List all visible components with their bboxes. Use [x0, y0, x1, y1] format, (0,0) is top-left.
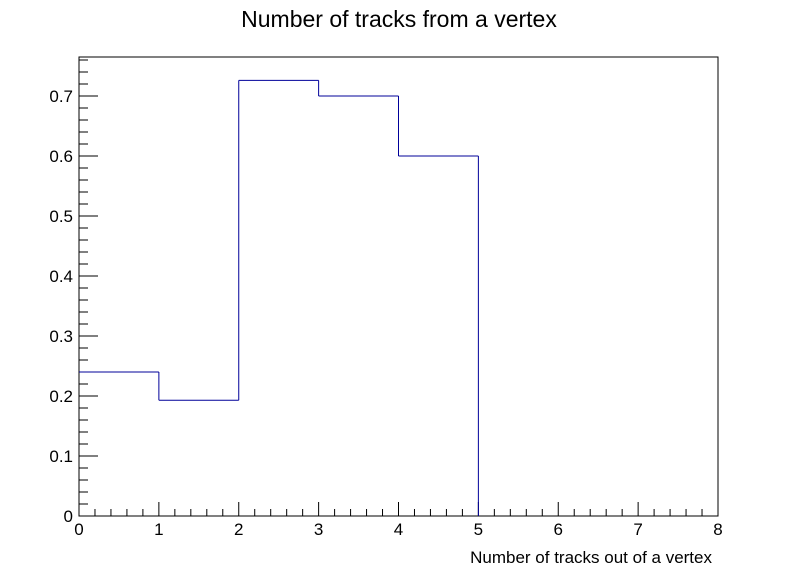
y-tick-label: 0.5: [49, 207, 73, 226]
x-axis-tick-labels: 0 1 2 3 4 5 6 7 8: [74, 520, 722, 539]
y-axis-tick-labels: 0 0.1 0.2 0.3 0.4 0.5 0.6 0.7: [49, 87, 73, 526]
y-tick-label: 0.7: [49, 87, 73, 106]
y-tick-label: 0: [64, 507, 73, 526]
y-tick-label: 0.1: [49, 447, 73, 466]
x-tick-label: 8: [713, 520, 722, 539]
x-axis-ticks: [78, 502, 719, 516]
x-tick-label: 7: [633, 520, 642, 539]
x-tick-label: 0: [74, 520, 83, 539]
x-tick-label: 2: [234, 520, 243, 539]
chart-title: Number of tracks from a vertex: [241, 6, 557, 32]
x-tick-label: 4: [394, 520, 403, 539]
x-tick-label: 5: [474, 520, 483, 539]
y-tick-label: 0.3: [49, 327, 73, 346]
x-tick-label: 6: [554, 520, 563, 539]
y-tick-label: 0.2: [49, 387, 73, 406]
histogram-series: [79, 79, 479, 516]
x-tick-label: 3: [314, 520, 323, 539]
y-tick-label: 0.6: [49, 147, 73, 166]
x-tick-label: 1: [154, 520, 163, 539]
x-axis-title: Number of tracks out of a vertex: [470, 548, 712, 567]
y-tick-label: 0.4: [49, 267, 73, 286]
